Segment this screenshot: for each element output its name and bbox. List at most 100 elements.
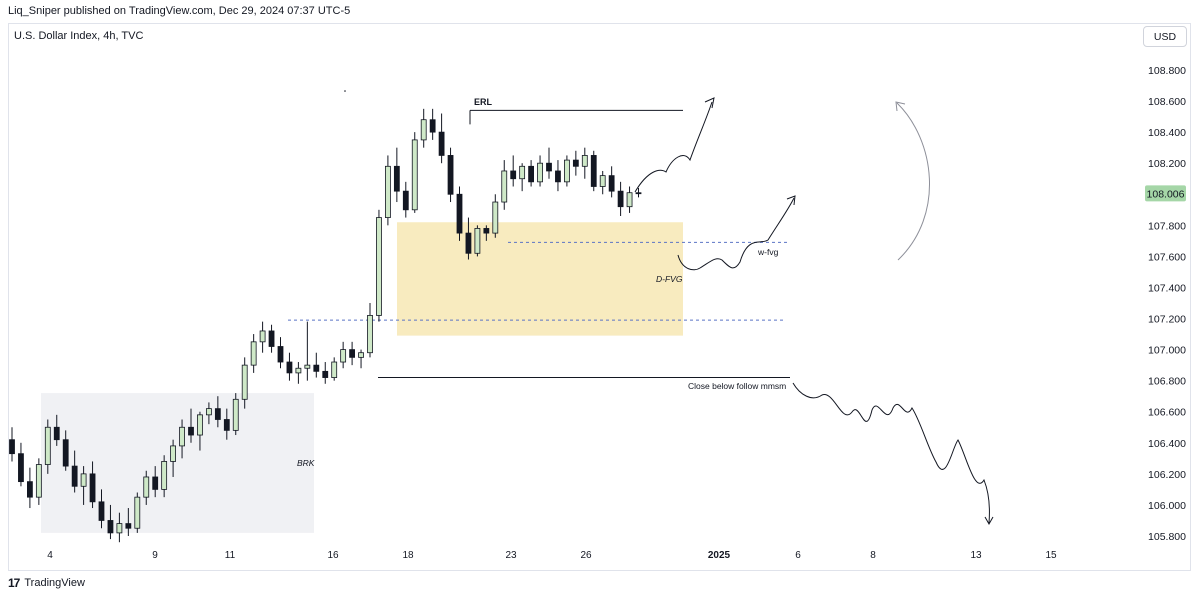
candle	[411, 132, 418, 213]
candle	[62, 430, 69, 471]
candle-down	[528, 165, 534, 183]
candle	[510, 155, 517, 187]
price-axis[interactable]: 108.800108.600108.400108.200108.000107.8…	[1148, 65, 1186, 543]
tradingview-logo-icon: 17	[8, 576, 20, 590]
y-tick-label: 107.200	[1148, 314, 1186, 326]
candle-down	[286, 361, 293, 374]
candle	[268, 324, 275, 353]
candle	[223, 408, 230, 440]
candle	[626, 186, 633, 213]
candle	[232, 393, 239, 436]
brk-label: BRK	[297, 458, 315, 468]
candle-down	[62, 439, 69, 467]
w-fvg-label: w-fvg	[757, 247, 779, 257]
candle	[555, 160, 561, 192]
candle	[170, 439, 177, 477]
candle	[528, 160, 534, 187]
candle-down	[89, 473, 96, 503]
stray-dot	[344, 90, 346, 92]
candle	[313, 352, 320, 378]
candle-down	[26, 481, 33, 498]
chart-zones	[41, 222, 683, 533]
candle	[465, 217, 472, 260]
candle	[599, 170, 606, 195]
candle-down	[214, 408, 221, 420]
candle	[259, 321, 266, 353]
candle	[492, 194, 499, 238]
candle	[44, 419, 51, 474]
candle	[134, 492, 141, 533]
y-tick-label: 105.800	[1148, 531, 1186, 543]
candle	[152, 466, 159, 498]
candle	[635, 188, 642, 198]
candle-up	[116, 523, 123, 534]
y-tick-label: 107.400	[1148, 282, 1186, 294]
upper-projection-arrowhead	[704, 97, 715, 109]
close-below-label: Close below follow mmsm	[688, 381, 786, 391]
d-fvg-zone	[397, 222, 683, 336]
candle	[384, 155, 391, 226]
y-tick-label: 107.000	[1148, 345, 1186, 357]
chart-levels	[288, 109, 790, 379]
x-tick-label: 2025	[708, 550, 731, 561]
candle	[331, 357, 338, 381]
candle-up	[259, 330, 266, 343]
y-tick-label: 106.200	[1148, 469, 1186, 481]
middle-projection-arrowhead	[786, 195, 796, 206]
candle-down	[635, 192, 642, 195]
candle	[483, 225, 490, 241]
candle-up	[134, 496, 141, 529]
candle-down	[438, 131, 445, 156]
upper-projection-path	[634, 101, 713, 193]
x-tick-label: 18	[402, 550, 414, 561]
time-axis[interactable]: 4 9 11 16 18 23 26 2025 6 8 13 15	[47, 550, 1057, 561]
current-price-badge: 108.006	[1145, 185, 1186, 202]
candle	[429, 108, 436, 140]
publish-header: Liq_Sniper published on TradingView.com,…	[0, 0, 1200, 22]
candle-down	[223, 419, 230, 431]
candle	[71, 450, 78, 493]
candle	[617, 181, 624, 217]
candle-down	[98, 501, 105, 521]
candle	[608, 166, 615, 198]
reversal-arc-arrowhead	[895, 101, 906, 112]
candle	[26, 467, 33, 509]
candle-down	[152, 476, 159, 490]
candle-down	[268, 330, 275, 347]
candle	[519, 163, 526, 192]
candle	[241, 357, 248, 409]
candle-down	[447, 155, 454, 195]
candle	[546, 147, 552, 179]
candle-up	[304, 364, 311, 369]
candle	[197, 411, 203, 451]
symbol-label: U.S. Dollar Index, 4h, TVC	[14, 30, 144, 42]
x-tick-label: 8	[870, 550, 876, 561]
candle-up	[80, 473, 87, 487]
candle-up	[492, 201, 499, 234]
candle-up	[161, 461, 168, 490]
y-tick-label: 107.800	[1148, 220, 1186, 232]
x-tick-label: 6	[795, 550, 801, 561]
lower-projection-path	[792, 382, 990, 524]
x-tick-label: 15	[1045, 550, 1057, 561]
chart-frame	[8, 23, 1191, 571]
candle-down	[465, 232, 472, 254]
currency-button[interactable]: USD	[1143, 26, 1187, 47]
candle	[161, 455, 168, 498]
y-tick-label: 106.400	[1148, 438, 1186, 450]
x-tick-label: 23	[505, 550, 517, 561]
candle-up	[358, 352, 364, 358]
candle-down	[483, 228, 490, 234]
tradingview-footer[interactable]: 17 TradingView	[8, 576, 85, 590]
candle	[501, 160, 508, 210]
candle-up	[420, 119, 427, 141]
candle	[277, 337, 284, 369]
candle-up	[384, 165, 391, 218]
candle	[304, 321, 311, 381]
candle-down	[71, 465, 78, 487]
candle	[107, 504, 114, 540]
candle	[80, 466, 87, 505]
candle-down	[53, 426, 60, 441]
candle-up	[501, 170, 508, 203]
